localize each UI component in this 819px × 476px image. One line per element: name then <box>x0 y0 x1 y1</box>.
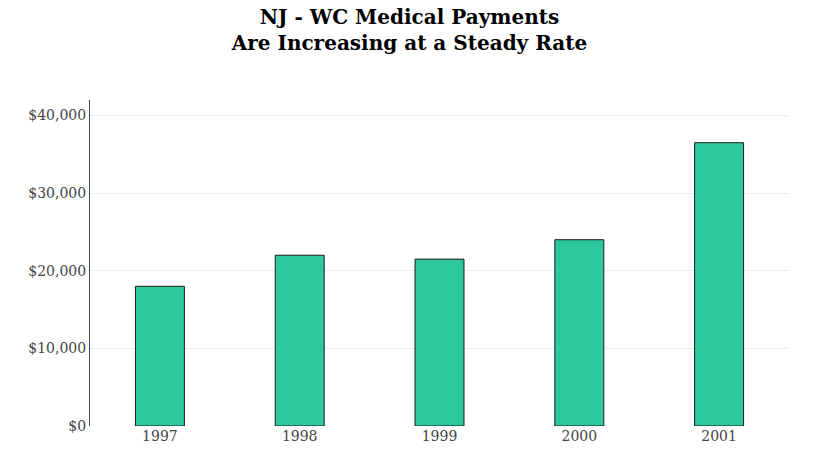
svg-text:$10,000: $10,000 <box>28 340 86 356</box>
svg-text:$20,000: $20,000 <box>28 263 86 279</box>
svg-text:2001: 2001 <box>701 428 737 444</box>
svg-text:1998: 1998 <box>282 428 318 444</box>
svg-text:1997: 1997 <box>142 428 178 444</box>
svg-text:2000: 2000 <box>561 428 597 444</box>
svg-text:NJ - WC Medical PaymentsAre In: NJ - WC Medical PaymentsAre Increasing a… <box>231 5 587 55</box>
svg-text:$0: $0 <box>68 418 86 434</box>
svg-text:$30,000: $30,000 <box>28 185 86 201</box>
svg-text:$40,000: $40,000 <box>28 107 86 123</box>
svg-text:1999: 1999 <box>422 428 458 444</box>
